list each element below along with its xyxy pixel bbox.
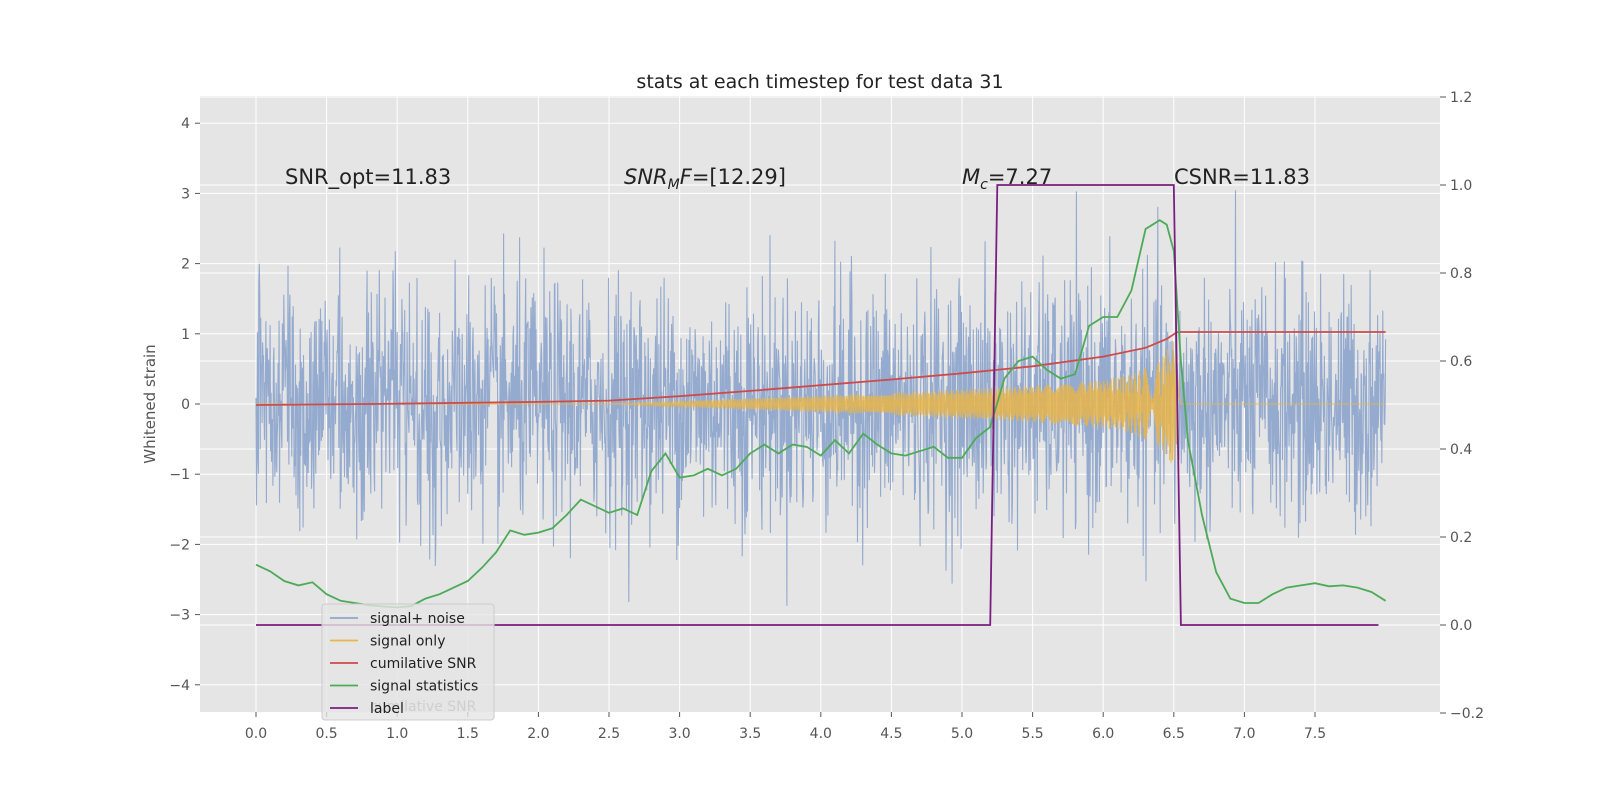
x-tick-label: 4.5 (880, 726, 902, 742)
y-axis-label: Whitened strain (141, 344, 159, 463)
y-tick-label: 3 (181, 186, 190, 202)
x-tick-label: 3.0 (668, 726, 690, 742)
chart-title: stats at each timestep for test data 31 (636, 71, 1003, 93)
y-tick-label: −4 (169, 678, 190, 694)
x-tick-label: 6.0 (1092, 726, 1114, 742)
y2-tick-label: 0.8 (1450, 266, 1472, 282)
legend-items: signal+ noise signal only cumilative SNR si… (330, 611, 478, 717)
y2-tick-label: 1.0 (1450, 178, 1472, 194)
y-tick-label: 1 (181, 327, 190, 343)
y2-tick-label: 0.2 (1450, 530, 1472, 546)
x-tick-label: 2.5 (598, 726, 620, 742)
series-signal-noise-line (255, 190, 1387, 606)
ticks-layer: 0.0 0.5 1.0 1.5 2.0 2.5 3.0 3.5 4.0 4.5 5.0 5.5 6.0 6… (169, 90, 1484, 742)
legend-item-label: cumilative SNR (370, 656, 477, 672)
x-tick-label: 0.0 (245, 726, 267, 742)
x-tick-label: 1.5 (457, 726, 479, 742)
x-tick-label: 0.5 (315, 726, 337, 742)
y-tick-label: 4 (181, 116, 190, 132)
legend-item-label: signal only (370, 634, 445, 650)
x-tick-label: 5.0 (951, 726, 973, 742)
y2-tick-label: 0.6 (1450, 354, 1472, 370)
series-signal-statistics-line (255, 219, 1387, 609)
annotation-csnr: CSNR=11.83 (1174, 165, 1310, 189)
y2-tick-label: −0.2 (1450, 706, 1484, 722)
y-tick-label: −1 (169, 467, 190, 483)
legend-ghost-text: cumilative SNR (370, 699, 477, 715)
y2-tick-label: 1.2 (1450, 90, 1472, 106)
legend-box (321, 603, 495, 721)
x-tick-label: 4.0 (810, 726, 832, 742)
legend-item-label: signal+ noise (370, 611, 465, 627)
legend-item-label: signal statistics (370, 679, 478, 695)
annotation-snr-opt: SNR_opt=11.83 (285, 165, 451, 190)
annotation-mc: Mc=7.27 (962, 165, 1052, 193)
y2-tick-label: 0.0 (1450, 618, 1472, 634)
y-tick-label: −3 (169, 608, 190, 624)
y-tick-label: 0 (181, 397, 190, 413)
x-tick-label: 7.0 (1233, 726, 1255, 742)
x-tick-label: 5.5 (1021, 726, 1043, 742)
x-tick-label: 6.5 (1163, 726, 1185, 742)
series-label-line (256, 184, 1379, 626)
x-tick-label: 7.5 (1304, 726, 1326, 742)
series-cumilative-snr-line (255, 331, 1386, 406)
x-tick-label: 3.5 (739, 726, 761, 742)
x-tick-label: 1.0 (386, 726, 408, 742)
annotation-snr-mf: SNRMF=[12.29] (624, 165, 786, 193)
y-tick-label: 2 (181, 257, 190, 273)
series-layer (255, 184, 1387, 626)
legend: cumilative SNR signal+ noise signal only c… (321, 603, 495, 721)
series-signal-only-line (256, 341, 1386, 464)
x-tick-label: 2.0 (527, 726, 549, 742)
y-tick-label: −2 (169, 537, 190, 553)
legend-item-label: label (370, 701, 404, 717)
y2-tick-label: 0.4 (1450, 442, 1472, 458)
